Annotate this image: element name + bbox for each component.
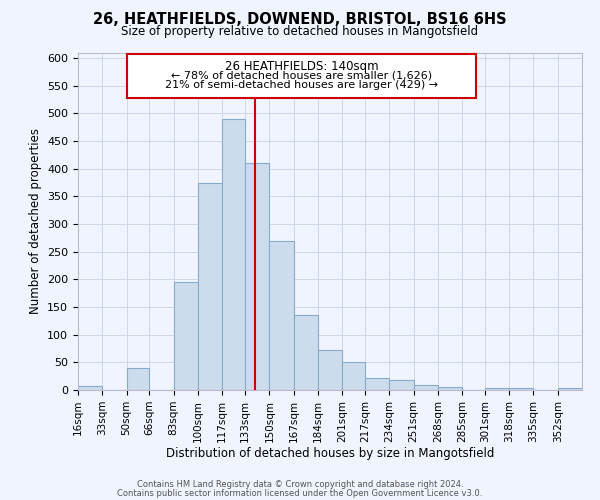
Text: ← 78% of detached houses are smaller (1,626): ← 78% of detached houses are smaller (1,… (171, 70, 432, 80)
Y-axis label: Number of detached properties: Number of detached properties (29, 128, 41, 314)
Bar (293, 316, 318, 390)
Text: 21% of semi-detached houses are larger (429) →: 21% of semi-detached houses are larger (… (165, 80, 438, 90)
Text: 26, HEATHFIELDS, DOWNEND, BRISTOL, BS16 6HS: 26, HEATHFIELDS, DOWNEND, BRISTOL, BS16 … (93, 12, 507, 28)
X-axis label: Distribution of detached houses by size in Mangotsfield: Distribution of detached houses by size … (166, 448, 494, 460)
Bar (318, 350, 342, 390)
Bar (198, 182, 222, 390)
Bar (269, 240, 293, 390)
Bar (389, 380, 413, 390)
Bar (342, 362, 365, 390)
Text: Contains public sector information licensed under the Open Government Licence v3: Contains public sector information licen… (118, 488, 482, 498)
Bar (485, 388, 509, 390)
Bar (78, 386, 102, 390)
Text: Contains HM Land Registry data © Crown copyright and database right 2024.: Contains HM Land Registry data © Crown c… (137, 480, 463, 489)
Bar (127, 368, 149, 390)
Bar (222, 119, 245, 390)
Text: 26 HEATHFIELDS: 140sqm: 26 HEATHFIELDS: 140sqm (224, 60, 378, 72)
Bar (245, 163, 269, 390)
Bar (438, 387, 462, 390)
Bar (509, 388, 533, 390)
Bar (413, 385, 438, 390)
Bar (558, 388, 582, 390)
Bar (173, 282, 198, 390)
FancyBboxPatch shape (127, 54, 476, 98)
Bar (365, 378, 389, 390)
Text: Size of property relative to detached houses in Mangotsfield: Size of property relative to detached ho… (121, 25, 479, 38)
